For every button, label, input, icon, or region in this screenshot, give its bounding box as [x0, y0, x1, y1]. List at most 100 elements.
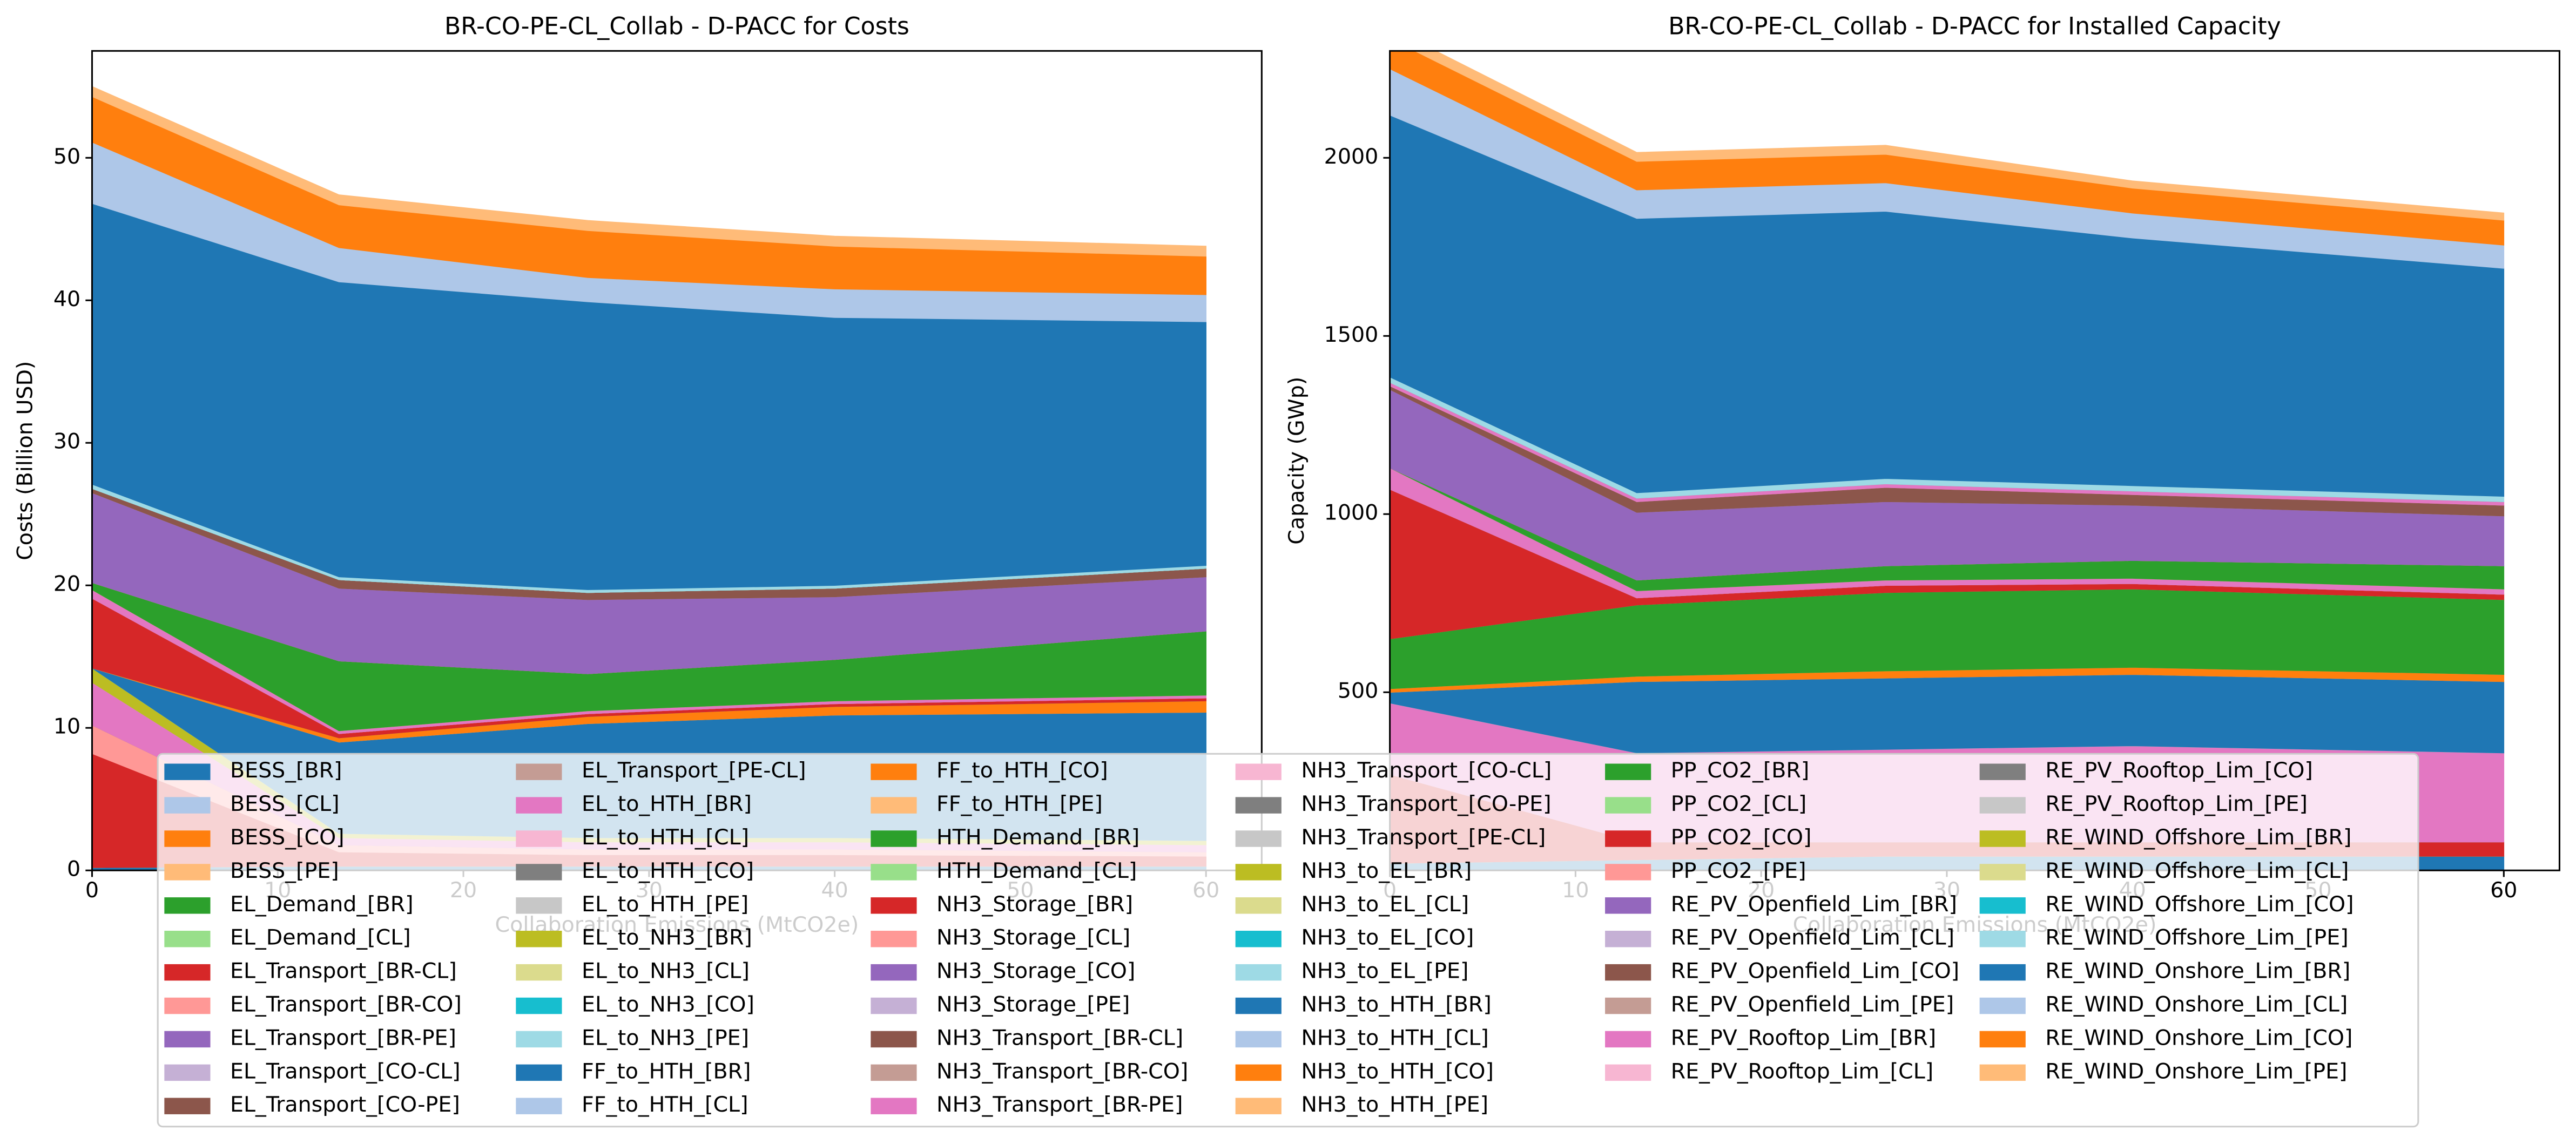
legend: BESS_[BR] BESS_[CL] BESS_[CO] BESS_[PE] EL_D… — [157, 753, 2419, 1128]
legend-swatch — [164, 830, 211, 847]
legend-label: NH3_to_EL_[CO] — [1301, 925, 1474, 950]
legend-swatch — [516, 864, 562, 881]
legend-label: RE_PV_Rooftop_Lim_[BR] — [1671, 1025, 1936, 1050]
legend-swatch — [871, 830, 917, 847]
y-axis-label: Capacity (GWp) — [1284, 377, 1309, 545]
legend-swatch — [1979, 997, 2026, 1014]
legend-label: EL_Demand_[CL] — [230, 925, 411, 950]
legend-label: NH3_Transport_[BR-PE] — [936, 1092, 1183, 1117]
legend-swatch — [871, 797, 917, 814]
y-tick-label: 40 — [53, 287, 80, 312]
chart-title: BR-CO-PE-CL_Collab - D-PACC for Installe… — [1668, 13, 2281, 40]
legend-label: NH3_to_HTH_[BR] — [1301, 992, 1491, 1017]
legend-label: NH3_Storage_[CO] — [936, 959, 1135, 984]
legend-swatch — [164, 897, 211, 914]
legend-swatch — [1979, 864, 2026, 881]
legend-label: HTH_Demand_[BR] — [936, 825, 1139, 850]
legend-label: NH3_Transport_[PE-CL] — [1301, 825, 1546, 850]
legend-swatch — [1605, 964, 1651, 981]
legend-label: EL_to_HTH_[CL] — [582, 825, 749, 850]
legend-swatch — [871, 1031, 917, 1048]
legend-swatch — [1979, 964, 2026, 981]
x-tick-label: 60 — [2490, 878, 2517, 903]
legend-label: RE_PV_Rooftop_Lim_[CL] — [1671, 1059, 1933, 1084]
legend-swatch — [1605, 1064, 1651, 1081]
legend-label: FF_to_HTH_[BR] — [582, 1059, 751, 1084]
legend-label: EL_to_NH3_[BR] — [582, 925, 752, 950]
y-tick-label: 2000 — [1324, 144, 1379, 169]
legend-label: PP_CO2_[CL] — [1671, 791, 1807, 816]
legend-label: RE_WIND_Onshore_Lim_[CO] — [2045, 1025, 2352, 1050]
legend-label: BESS_[PE] — [230, 858, 339, 883]
legend-label: NH3_to_HTH_[CO] — [1301, 1059, 1494, 1084]
legend-label: RE_PV_Openfield_Lim_[PE] — [1671, 992, 1954, 1017]
legend-swatch — [516, 964, 562, 981]
legend-box — [157, 753, 2419, 1128]
legend-swatch — [516, 1031, 562, 1048]
legend-swatch — [516, 763, 562, 780]
legend-label: EL_Transport_[CO-CL] — [230, 1059, 461, 1084]
legend-label: HTH_Demand_[CL] — [936, 858, 1137, 883]
legend-label: RE_WIND_Onshore_Lim_[BR] — [2045, 959, 2350, 984]
legend-label: BESS_[CL] — [230, 791, 340, 816]
legend-label: RE_WIND_Offshore_Lim_[CO] — [2045, 892, 2354, 917]
legend-swatch — [1235, 1064, 1282, 1081]
area — [92, 86, 1206, 257]
legend-swatch — [871, 964, 917, 981]
legend-swatch — [1235, 763, 1282, 780]
legend-label: RE_PV_Rooftop_Lim_[PE] — [2045, 791, 2308, 816]
legend-label: RE_WIND_Offshore_Lim_[PE] — [2045, 925, 2348, 950]
legend-swatch — [164, 931, 211, 947]
legend-label: BESS_[BR] — [230, 758, 342, 783]
x-tick-label: 0 — [85, 878, 99, 903]
legend-swatch — [164, 964, 211, 981]
legend-swatch — [164, 797, 211, 814]
legend-swatch — [164, 1031, 211, 1048]
legend-label: RE_WIND_Onshore_Lim_[PE] — [2045, 1059, 2347, 1084]
legend-label: EL_Transport_[BR-CL] — [230, 959, 457, 984]
y-tick-label: 50 — [53, 144, 80, 169]
legend-swatch — [516, 997, 562, 1014]
legend-swatch — [1979, 1031, 2026, 1048]
legend-swatch — [516, 1064, 562, 1081]
legend-swatch — [516, 1098, 562, 1114]
legend-swatch — [1235, 797, 1282, 814]
legend-swatch — [516, 897, 562, 914]
legend-swatch — [1235, 864, 1282, 881]
y-tick-label: 500 — [1338, 679, 1378, 703]
legend-swatch — [1979, 830, 2026, 847]
legend-label: RE_PV_Openfield_Lim_[CO] — [1671, 959, 1959, 984]
areas — [92, 86, 1206, 871]
y-tick-label: 30 — [53, 429, 80, 454]
legend-swatch — [1605, 797, 1651, 814]
legend-swatch — [1979, 931, 2026, 947]
legend-swatch — [1605, 864, 1651, 881]
chart-title: BR-CO-PE-CL_Collab - D-PACC for Costs — [444, 13, 909, 40]
legend-label: NH3_Storage_[CL] — [936, 925, 1130, 950]
y-tick-label: 0 — [67, 857, 80, 882]
legend-swatch — [1605, 997, 1651, 1014]
legend-swatch — [871, 1064, 917, 1081]
legend-swatch — [164, 997, 211, 1014]
legend-swatch — [1235, 830, 1282, 847]
legend-label: EL_Transport_[BR-CO] — [230, 992, 462, 1017]
legend-swatch — [871, 897, 917, 914]
legend-label: EL_to_HTH_[CO] — [582, 858, 754, 883]
legend-swatch — [871, 864, 917, 881]
legend-swatch — [1605, 763, 1651, 780]
legend-swatch — [164, 1064, 211, 1081]
legend-label: EL_to_HTH_[BR] — [582, 791, 752, 816]
legend-label: RE_WIND_Offshore_Lim_[BR] — [2045, 825, 2351, 850]
legend-label: NH3_to_HTH_[PE] — [1301, 1092, 1488, 1117]
legend-label: EL_Demand_[BR] — [230, 892, 414, 917]
legend-label: NH3_to_EL_[CL] — [1301, 892, 1469, 917]
legend-swatch — [516, 830, 562, 847]
legend-label: EL_Transport_[BR-PE] — [230, 1025, 456, 1050]
legend-swatch — [516, 797, 562, 814]
legend-swatch — [871, 763, 917, 780]
legend-label: FF_to_HTH_[CO] — [936, 758, 1108, 783]
legend-swatch — [1235, 1031, 1282, 1048]
legend-swatch — [871, 1098, 917, 1114]
legend-label: EL_Transport_[PE-CL] — [582, 758, 806, 783]
